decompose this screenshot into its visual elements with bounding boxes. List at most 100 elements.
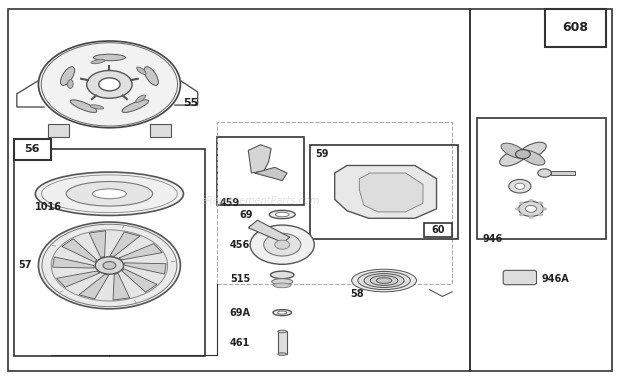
Polygon shape: [248, 145, 271, 173]
Polygon shape: [110, 232, 140, 256]
Ellipse shape: [273, 283, 291, 288]
Ellipse shape: [500, 149, 527, 166]
Text: eReplacementParts.com: eReplacementParts.com: [201, 196, 321, 206]
Polygon shape: [122, 269, 157, 292]
Ellipse shape: [136, 67, 146, 74]
Ellipse shape: [278, 311, 287, 314]
Circle shape: [264, 233, 301, 256]
Text: 946: 946: [483, 234, 503, 244]
Text: 461: 461: [230, 338, 250, 348]
Text: 459: 459: [220, 198, 240, 208]
Ellipse shape: [275, 212, 289, 217]
Ellipse shape: [269, 211, 295, 218]
Ellipse shape: [144, 67, 158, 86]
Text: 60: 60: [432, 225, 445, 235]
Circle shape: [95, 257, 123, 274]
Polygon shape: [335, 165, 436, 218]
Polygon shape: [113, 273, 130, 300]
Text: 69A: 69A: [230, 307, 250, 318]
Circle shape: [528, 199, 533, 202]
Ellipse shape: [538, 169, 551, 177]
Bar: [14, 149, 205, 356]
Circle shape: [542, 207, 547, 211]
Ellipse shape: [94, 54, 125, 61]
Bar: [477, 118, 606, 239]
Ellipse shape: [270, 271, 294, 279]
Polygon shape: [89, 231, 106, 258]
Bar: [551, 171, 575, 175]
Circle shape: [51, 230, 167, 301]
Circle shape: [38, 41, 180, 128]
Text: 57: 57: [19, 260, 32, 271]
Bar: [544, 9, 606, 47]
Ellipse shape: [90, 105, 104, 109]
Text: 456: 456: [230, 240, 250, 250]
Text: 946A: 946A: [541, 274, 569, 283]
Circle shape: [538, 201, 543, 204]
Circle shape: [515, 207, 520, 211]
Ellipse shape: [358, 271, 410, 290]
Ellipse shape: [136, 95, 146, 102]
Ellipse shape: [122, 100, 149, 112]
Ellipse shape: [68, 80, 73, 89]
Text: 1016: 1016: [35, 202, 63, 212]
Circle shape: [87, 71, 132, 98]
Ellipse shape: [278, 353, 286, 355]
Text: 56: 56: [25, 144, 40, 154]
Text: 69: 69: [239, 209, 252, 220]
Polygon shape: [56, 271, 100, 287]
Bar: [218, 137, 304, 205]
Circle shape: [528, 216, 533, 218]
Bar: [218, 122, 452, 284]
Circle shape: [275, 240, 290, 249]
Text: 608: 608: [562, 21, 588, 34]
Bar: [471, 9, 613, 371]
Bar: [7, 9, 471, 371]
Circle shape: [99, 78, 120, 91]
Polygon shape: [62, 239, 97, 262]
Circle shape: [515, 183, 525, 189]
Circle shape: [519, 213, 524, 216]
Ellipse shape: [70, 100, 97, 112]
Circle shape: [250, 225, 314, 264]
Polygon shape: [53, 257, 94, 268]
Bar: [14, 139, 51, 160]
Ellipse shape: [61, 67, 74, 86]
Polygon shape: [149, 124, 171, 137]
Text: 55: 55: [184, 98, 199, 108]
Circle shape: [38, 222, 180, 309]
Circle shape: [509, 179, 531, 193]
Ellipse shape: [278, 330, 286, 333]
Ellipse shape: [376, 278, 392, 283]
Text: 58: 58: [350, 289, 364, 299]
Text: 515: 515: [230, 274, 250, 283]
Ellipse shape: [92, 189, 126, 199]
Ellipse shape: [364, 274, 404, 288]
Bar: [310, 145, 458, 239]
Ellipse shape: [273, 310, 291, 316]
Polygon shape: [119, 244, 162, 260]
Ellipse shape: [66, 182, 153, 206]
Bar: [424, 223, 452, 237]
Ellipse shape: [35, 172, 184, 215]
Ellipse shape: [519, 142, 546, 159]
Bar: [278, 331, 286, 354]
Circle shape: [519, 201, 524, 204]
Ellipse shape: [352, 269, 417, 292]
FancyBboxPatch shape: [503, 270, 536, 285]
Circle shape: [538, 213, 543, 216]
Circle shape: [103, 261, 116, 269]
Ellipse shape: [272, 279, 293, 285]
Text: 59: 59: [315, 149, 329, 159]
Polygon shape: [48, 124, 69, 137]
Ellipse shape: [370, 276, 398, 285]
Polygon shape: [360, 173, 423, 212]
Ellipse shape: [520, 150, 545, 165]
Polygon shape: [79, 274, 109, 299]
Ellipse shape: [501, 143, 526, 158]
Polygon shape: [125, 263, 166, 274]
Circle shape: [518, 201, 543, 216]
Circle shape: [525, 206, 536, 212]
Polygon shape: [254, 167, 287, 180]
Ellipse shape: [91, 60, 105, 64]
